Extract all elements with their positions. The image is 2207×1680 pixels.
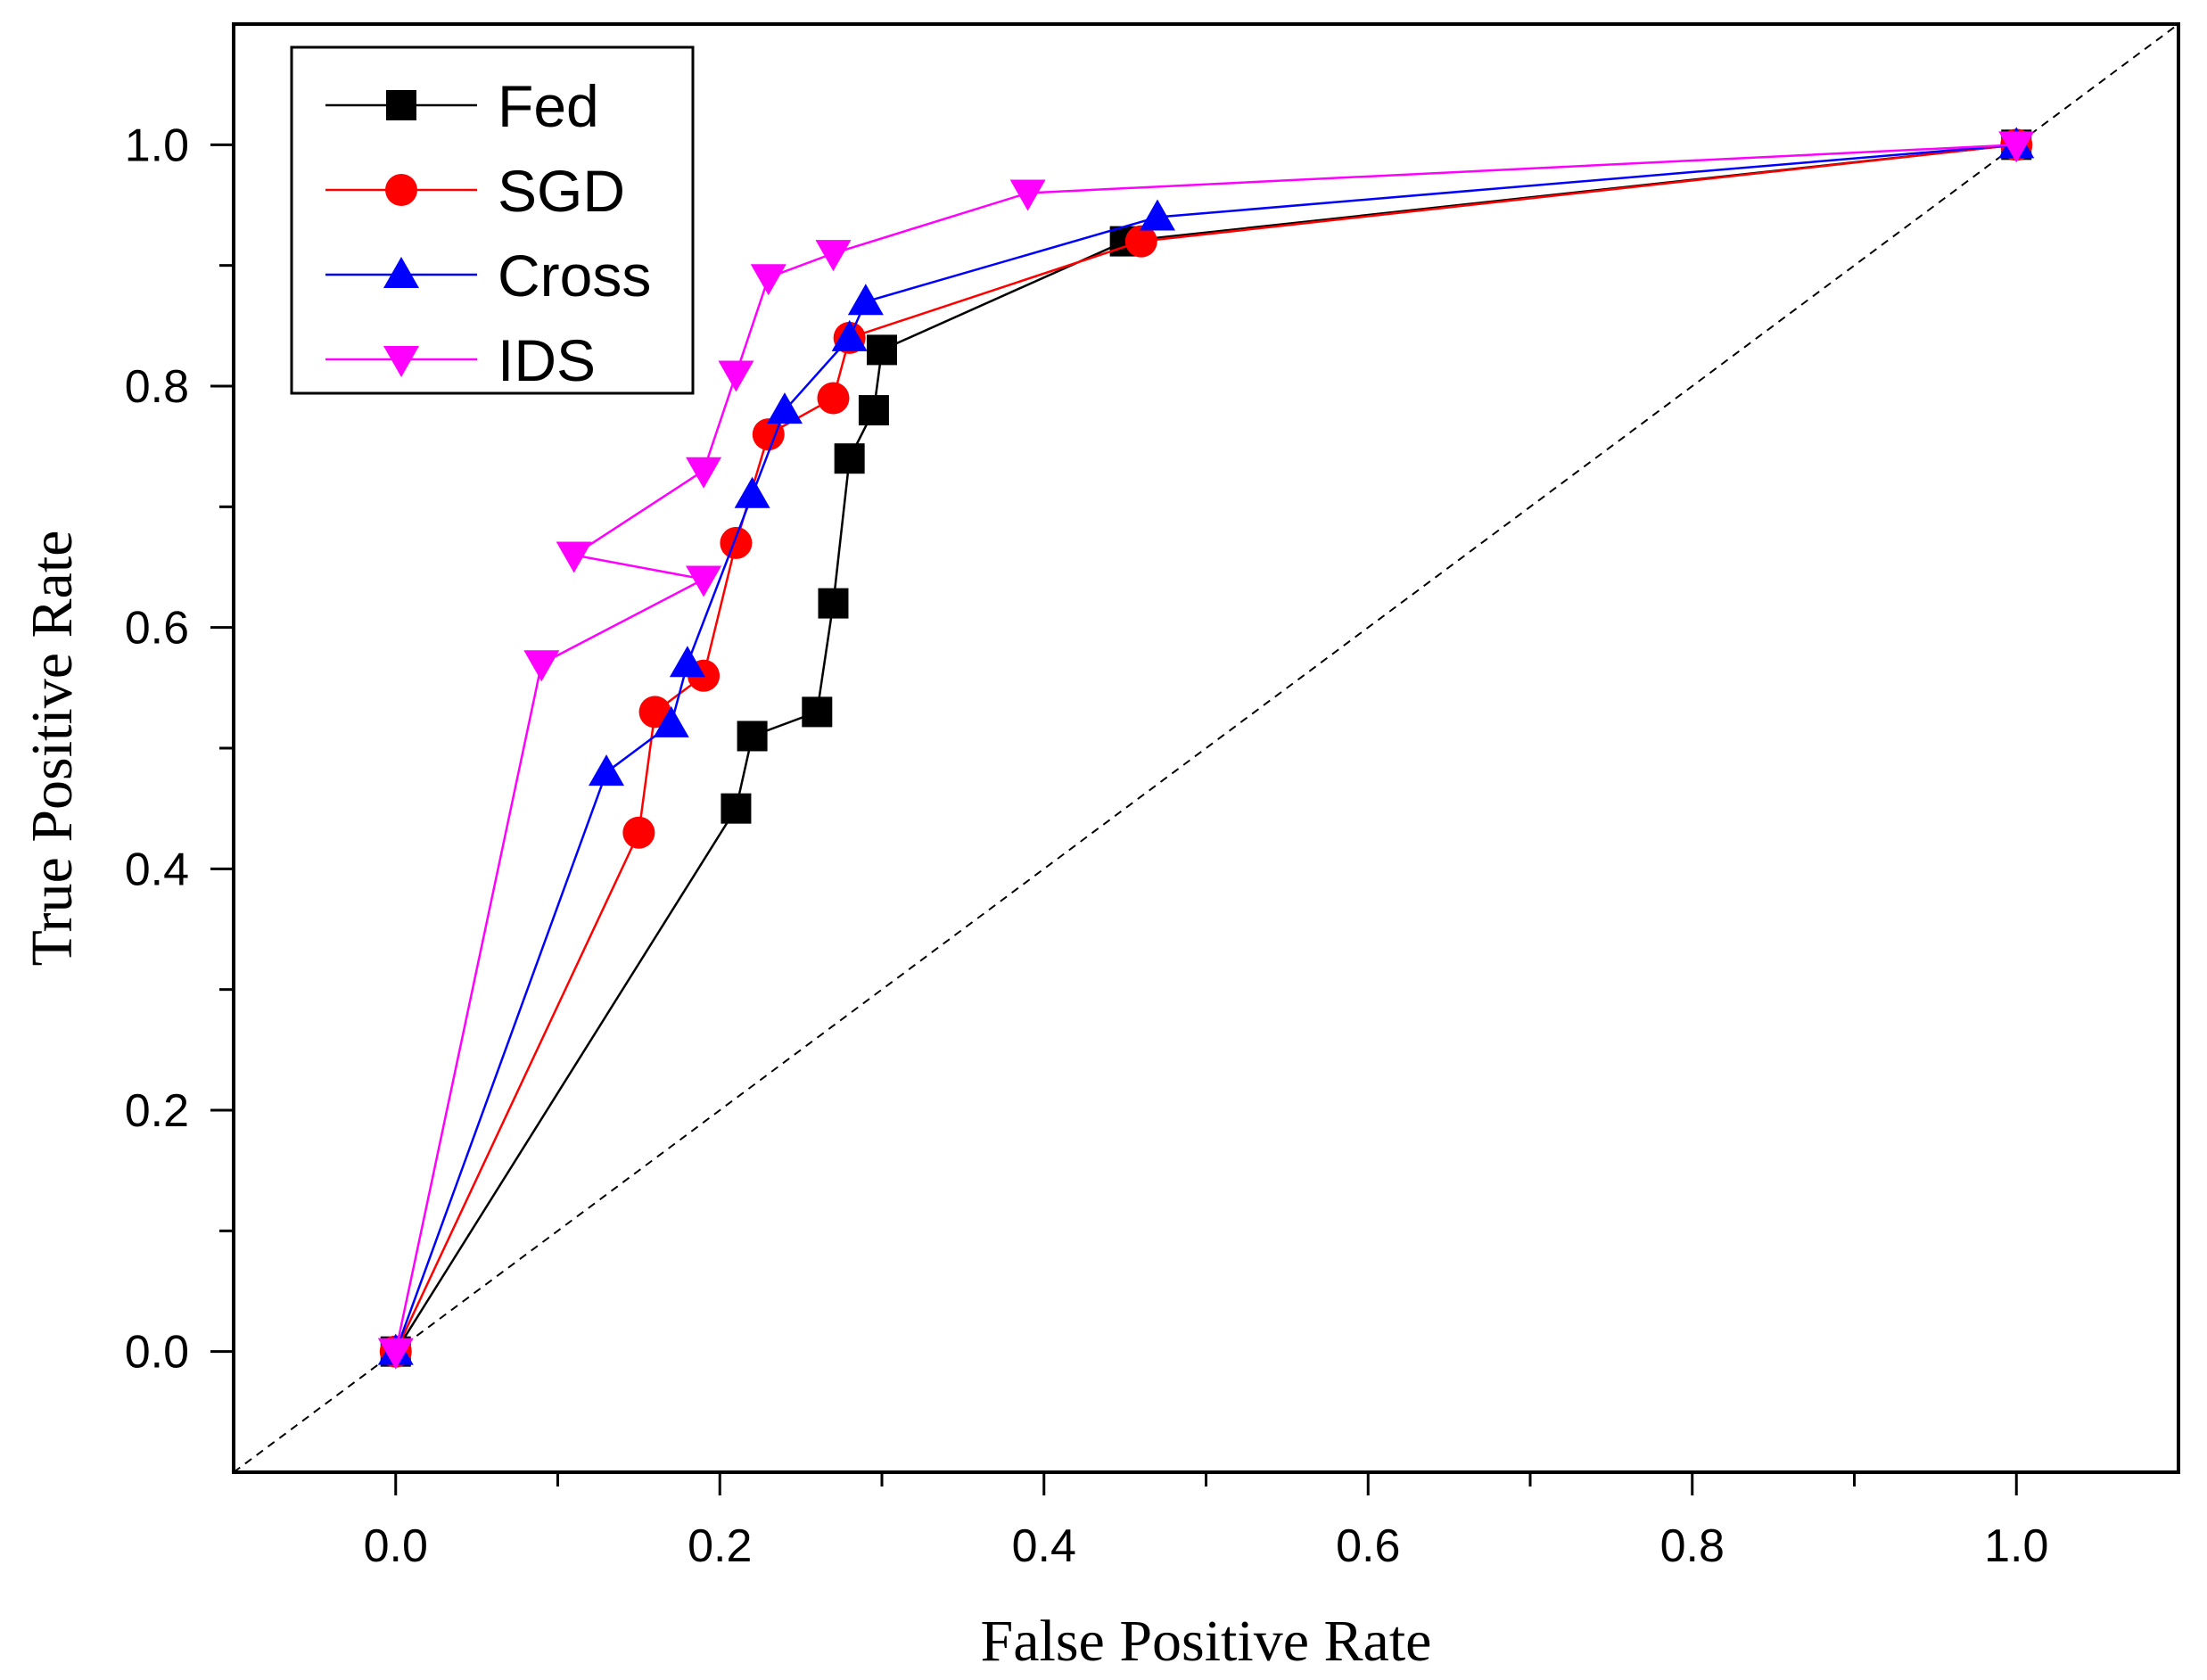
data-point-ids bbox=[1998, 131, 2035, 163]
x-tick-label: 0.2 bbox=[688, 1520, 752, 1572]
data-point-sgd bbox=[638, 696, 671, 729]
data-point-cross bbox=[831, 319, 868, 351]
data-point-cross bbox=[653, 705, 689, 737]
y-tick-label: 0.8 bbox=[125, 361, 189, 413]
data-point-fed bbox=[818, 588, 849, 619]
x-tick-label: 0.6 bbox=[1336, 1520, 1400, 1572]
data-point-ids bbox=[686, 457, 722, 489]
data-point-fed bbox=[737, 721, 768, 752]
legend-marker-fed bbox=[386, 90, 416, 120]
series-line-fed bbox=[394, 144, 2017, 1353]
data-point-ids bbox=[686, 565, 722, 597]
plot-frame bbox=[232, 22, 2180, 1474]
series-cross bbox=[377, 127, 2035, 1365]
data-point-ids bbox=[815, 240, 852, 272]
data-point-fed bbox=[802, 696, 833, 728]
data-point-cross bbox=[766, 392, 803, 424]
series-line-cross bbox=[394, 144, 2017, 1353]
x-tick-label: 0.0 bbox=[364, 1520, 428, 1572]
legend: Fed SGD Cross IDS bbox=[290, 45, 695, 395]
data-point-fed bbox=[867, 334, 897, 366]
series-ids bbox=[377, 131, 2035, 1370]
data-point-ids bbox=[1009, 179, 1046, 211]
data-point-ids bbox=[377, 1338, 414, 1370]
legend-marker-ids bbox=[383, 346, 419, 377]
legend-label-cross: Cross bbox=[498, 243, 651, 309]
legend-marker-sgd bbox=[385, 174, 417, 206]
data-point-ids bbox=[523, 650, 560, 682]
data-point-sgd bbox=[1124, 225, 1157, 258]
data-point-fed bbox=[858, 395, 889, 426]
data-point-fed bbox=[834, 443, 865, 474]
data-point-fed bbox=[721, 793, 752, 824]
x-tick-label: 0.4 bbox=[1012, 1520, 1076, 1572]
legend-box bbox=[290, 45, 695, 395]
series-line-ids bbox=[394, 144, 2017, 1352]
data-point-cross bbox=[1139, 199, 1175, 231]
data-point-sgd bbox=[817, 382, 850, 415]
series-group bbox=[377, 127, 2035, 1370]
legend-marker-cross bbox=[383, 257, 419, 288]
data-point-ids bbox=[556, 541, 592, 573]
data-point-cross bbox=[669, 646, 705, 678]
y-tick-label: 0.0 bbox=[125, 1327, 189, 1379]
legend-label-ids: IDS bbox=[498, 327, 596, 393]
y-tick-label: 0.4 bbox=[125, 844, 189, 895]
data-point-ids bbox=[750, 264, 786, 296]
data-point-sgd bbox=[622, 816, 655, 849]
y-tick-label: 0.2 bbox=[125, 1085, 189, 1137]
data-point-ids bbox=[718, 360, 754, 392]
legend-label-fed: Fed bbox=[498, 73, 599, 139]
diagonal-line bbox=[233, 23, 2179, 1473]
diagonal-reference bbox=[233, 23, 2179, 1473]
legend-label-sgd: SGD bbox=[498, 158, 625, 224]
y-tick-label: 0.6 bbox=[125, 603, 189, 655]
y-axis-title: True Positive Rate bbox=[20, 531, 85, 967]
data-point-sgd bbox=[720, 526, 753, 559]
x-tick-label: 0.8 bbox=[1660, 1520, 1725, 1572]
data-point-sgd bbox=[752, 418, 785, 451]
data-point-cross bbox=[589, 754, 625, 786]
data-point-cross bbox=[847, 284, 884, 316]
x-axis-title: False Positive Rate bbox=[981, 1609, 1432, 1674]
tick-labels: 0.0 0.2 0.4 0.6 0.8 1.0 0.0 0.2 0.4 0.6 0.8 1.0 bbox=[125, 119, 2049, 1572]
axis-ticks bbox=[210, 143, 2018, 1495]
y-tick-label: 1.0 bbox=[125, 119, 189, 171]
data-point-cross bbox=[734, 476, 770, 508]
x-tick-label: 1.0 bbox=[1984, 1520, 2048, 1572]
